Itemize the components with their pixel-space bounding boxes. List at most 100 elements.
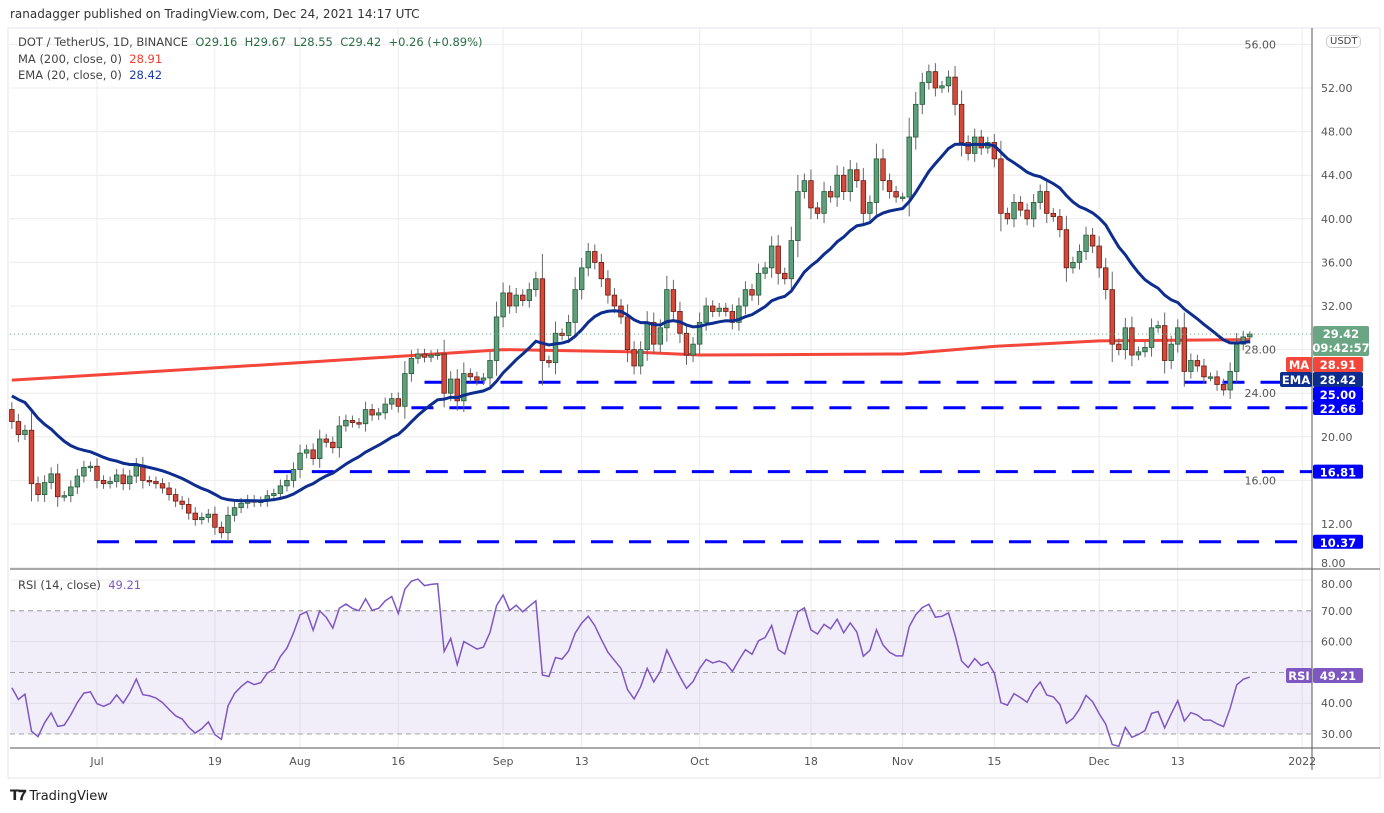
candle[interactable] <box>1109 271 1115 363</box>
candle[interactable] <box>212 506 218 535</box>
candle[interactable] <box>605 270 611 304</box>
candle[interactable] <box>61 491 67 502</box>
candle[interactable] <box>854 162 860 188</box>
candle[interactable] <box>166 482 172 501</box>
candle[interactable] <box>205 509 212 523</box>
ema-tag-badge[interactable]: EMA <box>1280 372 1312 387</box>
candle[interactable] <box>1194 354 1201 372</box>
candle[interactable] <box>526 282 532 308</box>
candle[interactable] <box>28 412 35 502</box>
candle[interactable] <box>35 476 41 502</box>
candle[interactable] <box>1129 316 1135 367</box>
candle[interactable] <box>375 407 382 420</box>
candle[interactable] <box>41 475 48 502</box>
candle[interactable] <box>120 468 126 491</box>
candle[interactable] <box>867 195 873 221</box>
level-price-badge[interactable]: 16.81 <box>1313 464 1363 480</box>
candle[interactable] <box>1076 244 1083 270</box>
candle[interactable] <box>1227 362 1233 399</box>
candle[interactable] <box>520 289 526 307</box>
candle[interactable] <box>310 443 316 466</box>
candle[interactable] <box>1175 319 1181 353</box>
candle[interactable] <box>192 507 198 526</box>
candle[interactable] <box>408 350 415 382</box>
candle[interactable] <box>775 234 781 285</box>
candle[interactable] <box>552 321 559 375</box>
candle[interactable] <box>349 415 356 428</box>
candle[interactable] <box>1240 330 1246 351</box>
rsi-tag-badge[interactable]: RSI <box>1286 668 1312 683</box>
candle[interactable] <box>814 202 821 220</box>
candle[interactable] <box>323 433 329 448</box>
candle[interactable] <box>55 463 61 507</box>
candle[interactable] <box>356 417 362 429</box>
candle[interactable] <box>1161 312 1168 374</box>
candle[interactable] <box>965 135 971 161</box>
candle[interactable] <box>172 488 179 508</box>
candle[interactable] <box>467 368 474 383</box>
candle[interactable] <box>421 348 428 363</box>
candle[interactable] <box>362 401 369 432</box>
candle[interactable] <box>113 468 120 488</box>
candle[interactable] <box>461 362 467 413</box>
candle[interactable] <box>290 462 297 488</box>
candle[interactable] <box>913 91 919 150</box>
candle[interactable] <box>546 355 552 368</box>
candle[interactable] <box>231 501 238 522</box>
candle[interactable] <box>428 350 434 363</box>
symbol-name[interactable]: DOT / TetherUS, 1D, BINANCE <box>18 35 189 49</box>
candle[interactable] <box>1089 228 1096 254</box>
candle[interactable] <box>48 467 54 490</box>
candle[interactable] <box>651 312 657 354</box>
candle[interactable] <box>277 479 284 500</box>
candle[interactable] <box>539 253 546 386</box>
ema-legend[interactable]: EMA (20, close, 0) 28.42 <box>18 68 162 82</box>
candle[interactable] <box>9 402 15 429</box>
candle[interactable] <box>710 300 716 318</box>
candle[interactable] <box>723 303 729 317</box>
candle[interactable] <box>100 475 107 489</box>
candle[interactable] <box>716 303 722 317</box>
ma-price-badge[interactable]: 28.91 <box>1313 357 1363 372</box>
candle[interactable] <box>533 271 539 297</box>
candle[interactable] <box>284 474 290 492</box>
candle[interactable] <box>415 348 421 364</box>
candle[interactable] <box>1116 338 1122 356</box>
candle[interactable] <box>225 506 231 542</box>
candle[interactable] <box>1017 196 1024 217</box>
candle[interactable] <box>880 149 886 191</box>
candle[interactable] <box>1057 208 1063 238</box>
candle[interactable] <box>742 281 749 315</box>
candle[interactable] <box>932 63 939 97</box>
candle[interactable] <box>998 140 1004 232</box>
candle[interactable] <box>199 512 205 525</box>
candle[interactable] <box>821 181 827 224</box>
candle[interactable] <box>487 351 493 387</box>
candle[interactable] <box>598 253 605 288</box>
candle[interactable] <box>389 392 395 410</box>
candle[interactable] <box>369 403 375 421</box>
candle[interactable] <box>827 185 834 203</box>
candle[interactable] <box>146 475 153 487</box>
candle[interactable] <box>952 65 958 116</box>
candle[interactable] <box>670 279 677 322</box>
candle[interactable] <box>336 416 343 458</box>
candle[interactable] <box>1070 256 1076 274</box>
candle[interactable] <box>1214 370 1220 391</box>
candle[interactable] <box>94 458 100 489</box>
candle[interactable] <box>579 258 585 300</box>
candle[interactable] <box>782 267 788 285</box>
candle[interactable] <box>1083 226 1089 260</box>
candle[interactable] <box>978 129 984 156</box>
candle[interactable] <box>474 371 480 386</box>
candle[interactable] <box>330 436 336 454</box>
candle[interactable] <box>500 282 506 328</box>
candle[interactable] <box>153 476 159 489</box>
candle[interactable] <box>834 165 840 207</box>
candle[interactable] <box>847 159 853 202</box>
candle[interactable] <box>1030 194 1037 228</box>
candle[interactable] <box>939 80 945 93</box>
candle[interactable] <box>1037 184 1043 210</box>
level-price-badge[interactable]: 25.00 <box>1313 387 1363 402</box>
candle[interactable] <box>664 275 670 342</box>
